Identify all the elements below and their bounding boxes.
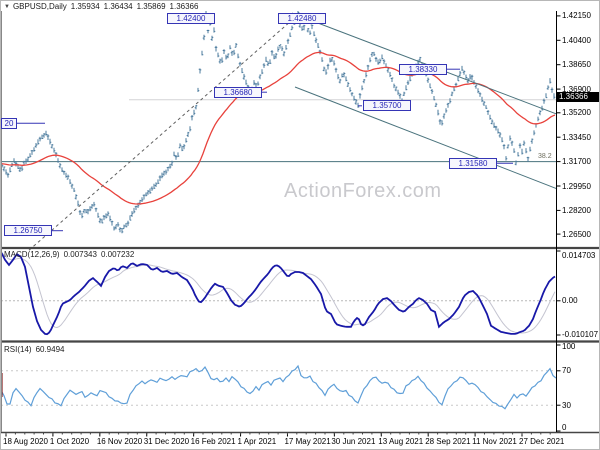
macd-value-main: 0.007343 (63, 250, 97, 259)
quote-low: 1.35869 (136, 2, 166, 11)
moving-average-line (1, 51, 556, 205)
rsi-axis-label: 30 (562, 400, 571, 410)
rsi-axis-label: 70 (562, 366, 571, 376)
macd-signal-line (1, 251, 556, 334)
price-axis-label: 1.38650 (562, 60, 591, 70)
date-axis-label: 1 Oct 2020 (49, 437, 90, 446)
date-axis-label: 18 Aug 2020 (3, 437, 48, 446)
date-axis-label: 11 Nov 2021 (472, 437, 517, 446)
macd-main-line (1, 251, 556, 336)
date-axis-label: 28 Sep 2021 (425, 437, 471, 446)
macd-value-signal: 0.007232 (100, 250, 135, 259)
channel-line[interactable] (291, 12, 558, 115)
date-axis-label: 31 Dec 2020 (143, 437, 190, 446)
price-axis-label: 1.26500 (562, 229, 591, 239)
price-bars[interactable] (1, 11, 555, 234)
price-flag-1-35700[interactable]: 1.35700 (363, 100, 411, 112)
dashed-trendline[interactable] (28, 12, 301, 251)
quote-high: 1.36434 (103, 2, 133, 11)
price-flag-1-31580[interactable]: 1.31580 (449, 157, 497, 169)
macd-axis-label: 0.00 (562, 296, 578, 306)
price-flag-1-42480[interactable]: 1.42480 (278, 13, 326, 24)
dropdown-arrow-icon[interactable]: ▼ (4, 4, 10, 10)
date-axis-label: 30 Jun 2021 (331, 437, 376, 446)
date-axis-label: 16 Feb 2021 (190, 437, 236, 446)
price-axis-label: 1.35200 (562, 108, 591, 118)
rsi-line (1, 364, 557, 410)
macd-axis-label: 0.014703 (562, 250, 596, 260)
date-axis-label: 27 Dec 2021 (519, 437, 565, 446)
price-flag-1-38330[interactable]: 1.38330 (399, 63, 447, 75)
price-flag-1-26750[interactable]: 1.26750 (4, 225, 52, 237)
rsi-axis-label: 0 (562, 423, 567, 432)
price-axis-label: 1.28200 (562, 205, 591, 215)
macd-header: MACD(12,26,9) 0.007343 0.007232 (4, 250, 138, 259)
macd-axis-label: -0.010107 (562, 330, 599, 340)
price-axis-label: 1.36900 (562, 84, 591, 94)
price-flag-1-36680[interactable]: 1.36680 (214, 86, 262, 98)
price-axis-label: 1.42150 (562, 11, 591, 21)
quote-close: 1.36366 (169, 2, 199, 11)
date-axis-label: 17 May 2021 (284, 437, 331, 446)
price-flag-1-42400[interactable]: 1.42400 (167, 13, 215, 24)
price-axis-label: 1.33450 (562, 132, 591, 142)
watermark: ActionForex.com (284, 180, 442, 202)
rsi-value: 60.9494 (35, 345, 65, 354)
date-axis-label: 16 Nov 2020 (96, 437, 143, 446)
current-price-badge[interactable]: 1.36366 (557, 91, 599, 102)
price-axis-label: 1.40400 (562, 35, 591, 45)
price-axis-label: 1.31700 (562, 157, 591, 167)
macd-label: MACD(12,26,9) (4, 250, 60, 259)
rsi-label: RSI(14) (4, 345, 32, 354)
symbol-period: GBPUSD,Daily (12, 2, 67, 11)
channel-line[interactable] (294, 86, 558, 190)
price-axis-label: 1.29950 (562, 181, 591, 191)
title-bar: ▼ GBPUSD,Daily 1.35934 1.36434 1.35869 1.3636… (4, 2, 202, 11)
fib-382-label: 38.2 (538, 152, 552, 160)
price-bar-ticks (2, 12, 556, 233)
date-axis-label: 1 Apr 2021 (237, 437, 277, 446)
quote-open: 1.35934 (70, 2, 100, 11)
rsi-axis-label: 100 (562, 342, 576, 351)
price-flag-20[interactable]: 20 (1, 117, 17, 129)
rsi-header: RSI(14) 60.9494 (4, 345, 68, 354)
date-axis-label: 13 Aug 2021 (378, 437, 424, 446)
